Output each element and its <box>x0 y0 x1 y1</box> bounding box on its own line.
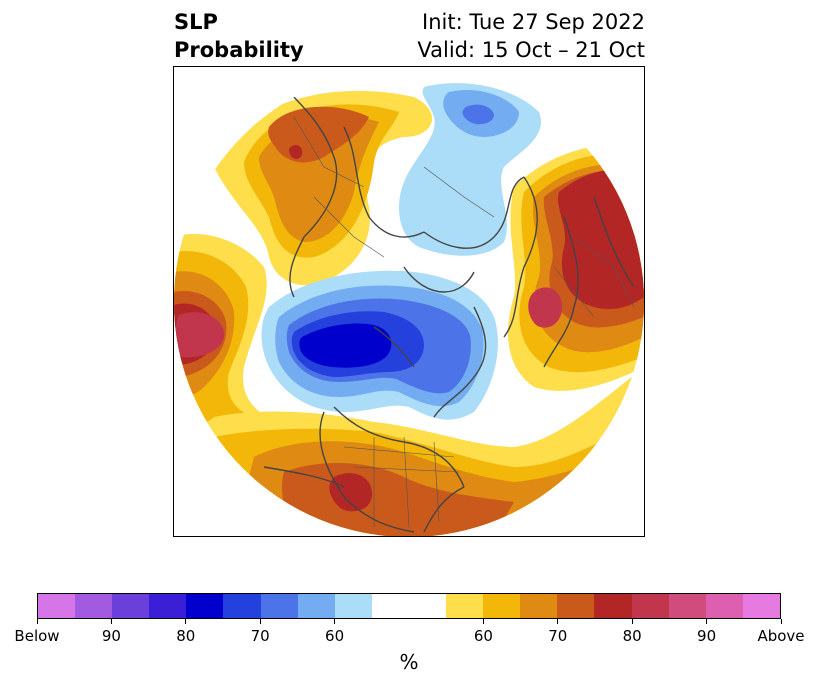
colorbar-tick <box>185 619 187 624</box>
colorbar-segment <box>260 594 298 618</box>
colorbar <box>37 593 781 619</box>
anomaly-eurasia-red <box>289 145 303 160</box>
title-left: SLP Probability <box>174 8 304 64</box>
init-date: Init: Tue 27 Sep 2022 <box>422 10 645 34</box>
colorbar-tick <box>482 619 484 624</box>
colorbar-unit: % <box>399 650 419 674</box>
colorbar-segment <box>705 594 743 618</box>
colorbar-segment <box>149 594 187 618</box>
colorbar-tick-label: 60 <box>325 627 345 645</box>
colorbar-segment <box>742 594 780 618</box>
coastlines <box>263 86 635 533</box>
colorbar-segment <box>668 594 706 618</box>
title-variable: SLP <box>174 10 218 34</box>
colorbar-tick <box>557 619 559 624</box>
colorbar-tick <box>706 619 708 624</box>
colorbar-segment <box>112 594 150 618</box>
borders <box>293 116 635 528</box>
colorbar-tick-label: 90 <box>697 627 717 645</box>
anomaly-east-crimson <box>528 287 562 328</box>
colorbar-tick <box>780 619 782 624</box>
title-type: Probability <box>174 38 304 62</box>
colorbar-tick-label: 60 <box>473 627 493 645</box>
colorbar-segment <box>446 594 484 618</box>
anomaly-west-crimson <box>175 312 225 358</box>
colorbar-segment <box>186 594 224 618</box>
anomaly-east-red <box>557 169 644 309</box>
valid-range: Valid: 15 Oct – 21 Oct <box>417 38 645 62</box>
colorbar-segment <box>408 594 447 618</box>
colorbar-segment <box>557 594 595 618</box>
map-svg <box>174 67 644 536</box>
colorbar-segment <box>75 594 113 618</box>
colorbar-tick-label: 90 <box>101 627 121 645</box>
colorbar-segment <box>520 594 558 618</box>
colorbar-tick-label: Above <box>757 627 805 645</box>
anomaly-arctic-blue <box>462 104 494 125</box>
colorbar-tick-label: 70 <box>548 627 568 645</box>
colorbar-tick <box>110 619 112 624</box>
colorbar-segment <box>334 594 372 618</box>
anomaly-central-darkblue <box>299 323 392 368</box>
colorbar-segment <box>371 594 409 618</box>
colorbar-tick <box>334 619 336 624</box>
colorbar-tick-label: 80 <box>176 627 196 645</box>
colorbar-tick-label: 80 <box>622 627 642 645</box>
colorbar-segment <box>631 594 669 618</box>
colorbar-tick-label: Below <box>14 627 60 645</box>
colorbar-tick <box>631 619 633 624</box>
colorbar-tick <box>259 619 261 624</box>
colorbar-segment <box>594 594 632 618</box>
colorbar-tick-label: 70 <box>250 627 270 645</box>
colorbar-segment <box>483 594 521 618</box>
colorbar-segment <box>297 594 335 618</box>
polar-map <box>173 66 645 537</box>
colorbar-segment <box>223 594 261 618</box>
anomaly-namerica-red <box>329 473 373 512</box>
title-right: Init: Tue 27 Sep 2022 Valid: 15 Oct – 21… <box>417 8 645 64</box>
colorbar-tick <box>36 619 38 624</box>
colorbar-segment <box>38 594 76 618</box>
